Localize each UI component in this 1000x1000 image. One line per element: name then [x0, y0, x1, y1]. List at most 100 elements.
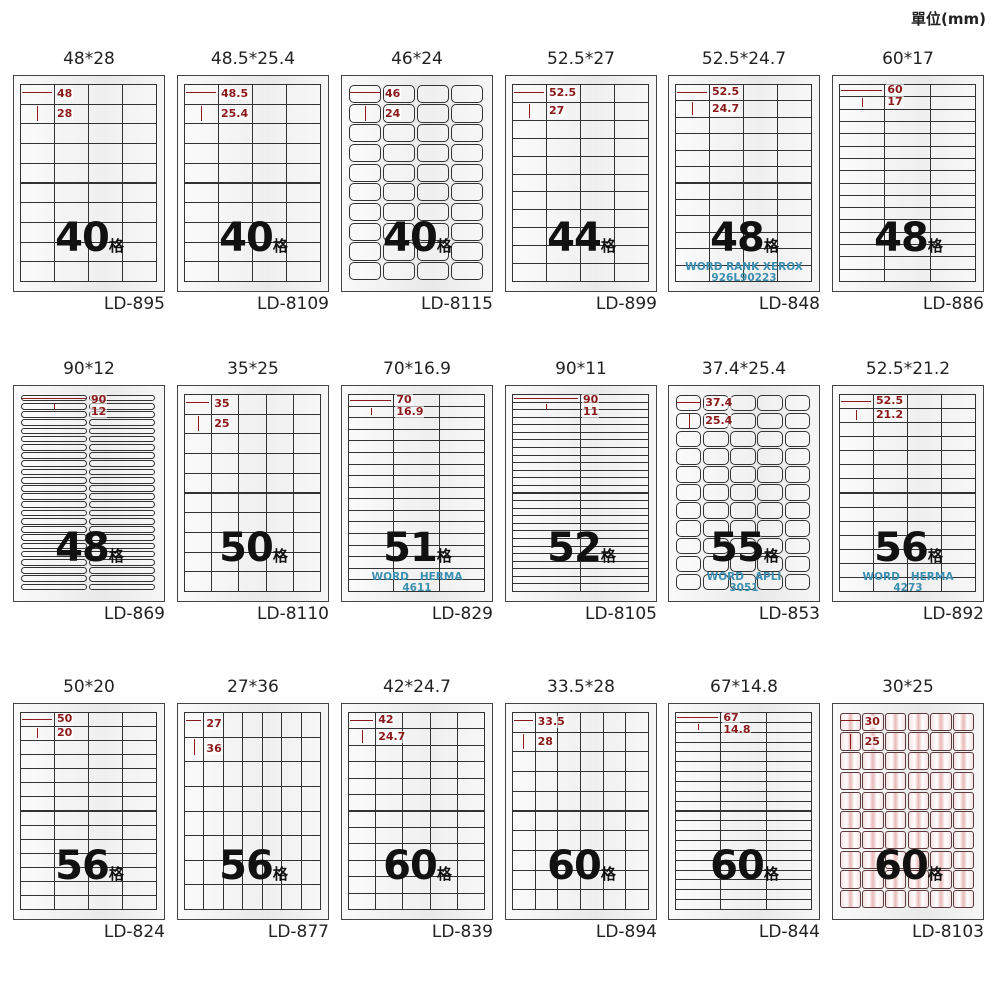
- label-cell: [675, 448, 702, 465]
- label-sheet-item[interactable]: 37.4*25.4 37.4 25.4 55格 WORD APLI 3051 LD-853: [668, 359, 820, 630]
- label-cell: [203, 810, 224, 837]
- label-cell: [757, 484, 784, 501]
- label-sheet-item[interactable]: 33.5*28 33.5 28 60格 LD-894: [505, 677, 657, 948]
- label-cell: [450, 183, 484, 202]
- width-arrow-icon: [677, 92, 707, 93]
- label-cell: [286, 103, 321, 125]
- label-sheet-item[interactable]: 60*17 60 17 48格 LD-886: [832, 49, 984, 320]
- count-number: 55: [710, 525, 765, 571]
- label-cell: [953, 732, 975, 751]
- label-cell: [930, 752, 952, 771]
- sheet-preview: 52.5 27 44格: [505, 75, 657, 292]
- label-grid: 70 16.9: [348, 394, 486, 593]
- label-cell: [88, 768, 123, 784]
- label-cell: [54, 123, 89, 145]
- label-cell: [238, 492, 267, 514]
- label-cell: [580, 155, 615, 175]
- width-value: 90: [90, 393, 108, 406]
- label-sheet-item[interactable]: 35*25 35 25 50格 LD-8110: [177, 359, 329, 630]
- label-cell: [20, 583, 88, 591]
- label-cell: [402, 728, 431, 746]
- label-cell: [348, 777, 377, 796]
- label-sheet-item[interactable]: 42*24.7 42 24.7 60格 LD-839: [341, 677, 493, 948]
- label-cell: [839, 870, 861, 889]
- label-sheet-item[interactable]: 90*12 90 12 48格 LD-869: [13, 359, 165, 630]
- label-cell: [884, 133, 931, 147]
- label-cell: [281, 712, 302, 738]
- label-sheet-item[interactable]: 48*28 48 28 40格 LD-895: [13, 49, 165, 320]
- height-value: 11: [582, 405, 600, 418]
- label-cell: [88, 411, 156, 418]
- sheet-preview: 33.5 28 60格: [505, 703, 657, 920]
- label-sheet-item[interactable]: 52.5*24.7 52.5 24.7 48格 WORD RANK XEROX 926L9…: [668, 49, 820, 320]
- count-suffix: 格: [272, 865, 288, 883]
- label-sheet-item[interactable]: 46*24 46 24 40格 LD-8115: [341, 49, 493, 320]
- label-sheet-item[interactable]: 50*20 50 20 56格 LD-824: [13, 677, 165, 948]
- label-cell: [839, 830, 861, 850]
- label-cell: [292, 472, 321, 494]
- product-code: LD-853: [758, 604, 820, 624]
- sheet-preview: 27 36 56格: [177, 703, 329, 920]
- label-cell: [416, 242, 450, 261]
- label-cell: [211, 453, 240, 474]
- label-cell: [382, 143, 416, 163]
- label-cell: [862, 811, 884, 830]
- label-cell: [953, 890, 975, 909]
- height-arrow-icon: [361, 730, 363, 743]
- product-code: LD-844: [758, 922, 820, 942]
- product-code: LD-8110: [257, 604, 329, 624]
- label-cell: [184, 433, 213, 455]
- label-cell: [602, 712, 627, 733]
- label-cell: [929, 194, 976, 209]
- label-cell: [450, 202, 484, 222]
- label-cell: [238, 413, 267, 435]
- label-cell: [512, 751, 536, 773]
- height-arrow-icon: [370, 407, 372, 416]
- label-size-title: 35*25: [227, 359, 279, 379]
- label-sheet-item[interactable]: 52.5*27 52.5 27 44格 LD-899: [505, 49, 657, 320]
- label-cell: [54, 768, 89, 784]
- height-value: 28: [56, 106, 74, 120]
- label-cell: [20, 824, 55, 840]
- label-cell: [222, 736, 244, 763]
- label-cell: [20, 143, 55, 164]
- label-cell: [765, 899, 812, 910]
- label-sheet-item[interactable]: 48.5*25.4 48.5 25.4 40格 LD-8109: [177, 49, 329, 320]
- height-value: 24.7: [711, 101, 741, 115]
- label-cell: [429, 728, 458, 746]
- label-cell: [184, 785, 205, 812]
- label-cell: [784, 502, 811, 519]
- sheet-preview: 67 14.8 60格: [668, 703, 820, 920]
- label-grid: 67 14.8: [675, 712, 813, 911]
- label-cell: [757, 394, 784, 412]
- label-grid: 33.5 28: [512, 712, 650, 911]
- label-cell: [20, 476, 88, 484]
- label-cell: [88, 394, 156, 402]
- label-cell: [184, 453, 213, 474]
- label-cell: [675, 198, 710, 217]
- label-cell: [261, 736, 283, 763]
- label-cell: [777, 198, 812, 217]
- label-sheet-item[interactable]: 27*36 27 36 56格 LD-877: [177, 677, 329, 948]
- label-cell: [929, 268, 976, 282]
- label-sheet-item[interactable]: 30*25 30 25 60格 LD-8103: [832, 677, 984, 948]
- label-sheet-item[interactable]: 52.5*21.2 52.5 21.2 56格 WORD HERMA 4273 LD-892: [832, 359, 984, 630]
- label-cell: [261, 761, 283, 787]
- label-sheet-item[interactable]: 70*16.9 70 16.9 51格 WORD HERMA 4611 LD-829: [341, 359, 493, 630]
- label-size-title: 48.5*25.4: [210, 49, 296, 69]
- label-cell: [839, 170, 886, 184]
- label-cell: [953, 771, 975, 791]
- label-cell: [602, 751, 627, 773]
- label-cell: [88, 501, 156, 509]
- label-cell: [416, 202, 450, 222]
- label-cell: [675, 484, 702, 501]
- label-cell: [122, 84, 157, 105]
- label-cell: [839, 464, 874, 480]
- label-cell: [862, 771, 884, 791]
- label-cell: [839, 850, 861, 869]
- label-sheet-item[interactable]: 67*14.8 67 14.8 60格 LD-844: [668, 677, 820, 948]
- label-sheet-item[interactable]: 90*11 90 11 52格 LD-8105: [505, 359, 657, 630]
- label-cell: [450, 222, 484, 241]
- label-cell: [675, 520, 702, 537]
- label-cell: [20, 782, 55, 798]
